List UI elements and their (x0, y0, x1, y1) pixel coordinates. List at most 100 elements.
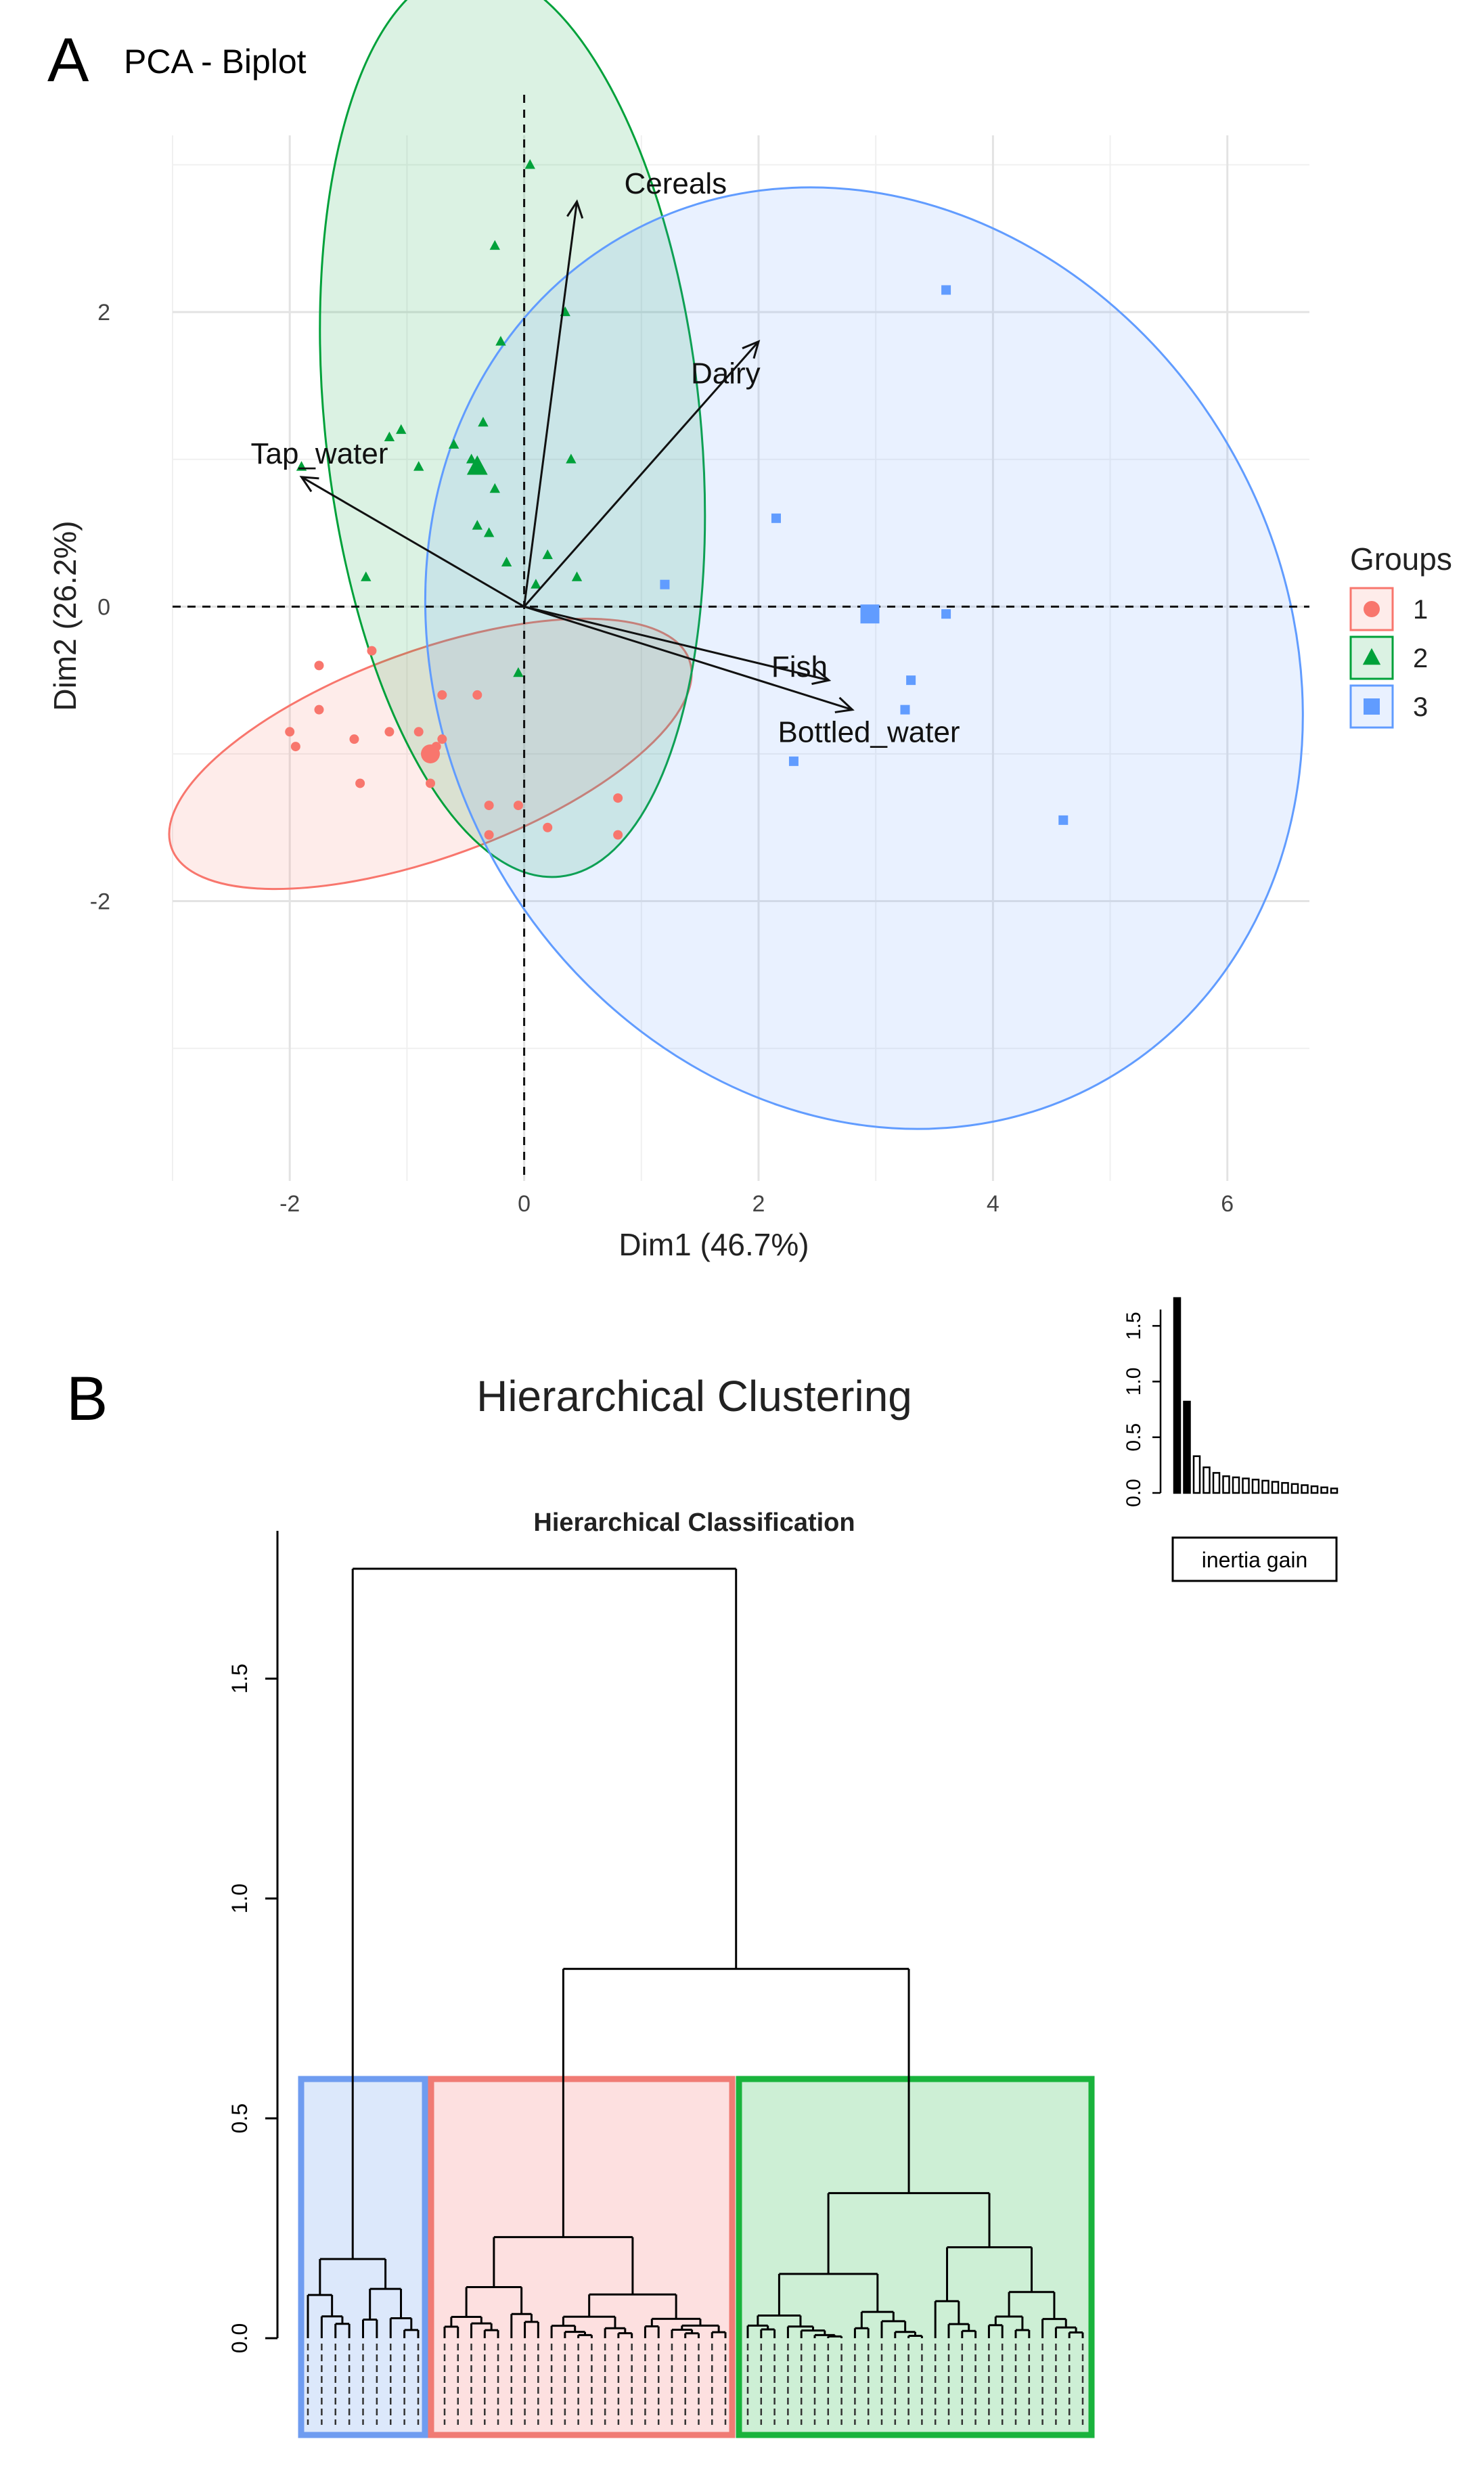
dendro-tick-label: 1.0 (227, 1883, 252, 1913)
data-point-group-3 (771, 513, 781, 523)
arrow-head (834, 696, 855, 713)
centroid-group-2 (466, 455, 488, 475)
data-point-group-1 (613, 830, 623, 840)
y-tick-label: 0 (97, 594, 110, 620)
arrow-head (811, 668, 832, 686)
data-point-group-2 (483, 527, 495, 537)
inertia-bar (1330, 1488, 1339, 1494)
loading-arrow-bottled-water (524, 605, 853, 711)
data-point-group-1 (437, 690, 447, 700)
data-point-group-3 (900, 705, 910, 715)
inertia-bar (1301, 1484, 1309, 1494)
inset-tick-label: 1.5 (1123, 1312, 1145, 1340)
dendro-tick-label: 0.0 (227, 2323, 252, 2353)
pca-arrows: Cereals Dairy Tap_water Fish Bottled_water (251, 167, 960, 749)
cluster-box-3 (736, 2076, 1095, 2438)
x-tick-label: 6 (1221, 1191, 1234, 1217)
variable-label-fish: Fish (771, 650, 828, 684)
x-tick-label: 0 (518, 1191, 531, 1217)
cluster-box-1 (298, 2076, 428, 2438)
loading-arrow-cereals (523, 201, 579, 607)
panel-b: B Hierarchical Clustering Hierarchical C… (66, 1297, 1339, 2438)
data-point-group-2 (361, 571, 372, 581)
inset-bars (1173, 1297, 1339, 1494)
inertia-bar (1310, 1485, 1319, 1494)
legend-key-box-3 (1349, 684, 1394, 729)
data-point-group-2 (478, 416, 489, 427)
dendrogram-leaf-labels (307, 2344, 1084, 2425)
data-point-group-2 (524, 159, 535, 169)
data-point-group-1 (349, 734, 359, 744)
data-point-group-2 (513, 667, 524, 677)
data-point-group-1 (472, 690, 482, 700)
data-point-group-2 (542, 549, 553, 560)
data-point-group-3 (660, 579, 670, 589)
data-point-group-1 (285, 727, 295, 737)
arrow-head (566, 199, 584, 219)
data-point-group-3 (941, 285, 951, 295)
dendro-tick-label: 0.5 (227, 2103, 252, 2133)
inset-tick-label: 0.5 (1123, 1423, 1145, 1452)
data-point-group-2 (566, 453, 577, 464)
inertia-bar (1320, 1486, 1328, 1494)
data-point-group-2 (296, 461, 307, 471)
panel-b-letter: B (66, 1364, 108, 1433)
data-point-group-1 (426, 778, 436, 788)
inertia-bar (1202, 1466, 1211, 1494)
data-point-group-3 (1058, 815, 1069, 825)
pca-legend: Groups 1 2 3 (1349, 541, 1452, 729)
legend-label-2: 2 (1413, 644, 1428, 673)
data-point-group-1 (437, 734, 447, 744)
inset-tick-label: 1.0 (1123, 1368, 1145, 1396)
legend-label-1: 1 (1413, 595, 1428, 625)
panel-b-title: Hierarchical Clustering (476, 1372, 912, 1421)
data-point-group-3 (906, 675, 916, 686)
dendro-tick-label: 1.5 (227, 1663, 252, 1693)
data-point-group-2 (413, 461, 424, 471)
data-point-group-1 (314, 661, 324, 671)
data-point-group-2 (466, 453, 477, 464)
data-point-group-2 (448, 439, 459, 449)
legend-title: Groups (1350, 541, 1452, 577)
centroid-group-1 (421, 744, 441, 763)
inertia-bar (1271, 1481, 1280, 1494)
pca-zero-lines (173, 95, 1309, 1181)
variable-label-dairy: Dairy (691, 357, 761, 390)
pca-y-ticks: 2 0 -2 (90, 300, 110, 914)
inertia-bar (1192, 1455, 1201, 1494)
confidence-ellipse-group-3 (424, 186, 1304, 1130)
data-point-group-1 (290, 742, 300, 752)
confidence-ellipse-group-2 (319, 0, 706, 878)
dendrogram-y-axis: 0.0 0.5 1.0 1.5 (227, 1531, 279, 2353)
loading-arrow-fish (524, 605, 830, 681)
x-tick-label: -2 (279, 1191, 300, 1217)
data-point-group-1 (384, 727, 395, 737)
inertia-inset: 0.0 0.5 1.0 1.5 inertia gain (1123, 1297, 1339, 1582)
panel-b-subtitle: Hierarchical Classification (533, 1508, 855, 1537)
data-point-group-1 (613, 793, 623, 803)
pca-x-axis-label: Dim1 (46.7%) (619, 1227, 809, 1262)
variable-label-tap-water: Tap_water (251, 437, 388, 470)
arrow-head (742, 340, 761, 359)
variable-label-cereals: Cereals (625, 167, 727, 200)
inertia-bar (1173, 1297, 1182, 1494)
legend-label-3: 3 (1413, 692, 1428, 722)
panel-a-title: PCA - Biplot (124, 43, 307, 81)
data-point-group-1 (484, 830, 494, 840)
inset-tick-label: 0.0 (1123, 1479, 1145, 1507)
data-point-group-3 (941, 609, 951, 619)
data-point-group-1 (513, 801, 523, 811)
cluster-box-2 (428, 2076, 736, 2438)
legend-key-symbol-1 (1364, 601, 1380, 617)
legend-keys: 1 2 3 (1349, 587, 1428, 729)
inertia-bar (1261, 1479, 1269, 1494)
arrow-head (299, 476, 319, 493)
data-point-group-1 (314, 705, 324, 715)
pca-ellipses (168, 0, 1304, 1130)
x-tick-label: 4 (987, 1191, 999, 1217)
loading-arrow-dairy (523, 340, 760, 608)
inset-legend-box (1171, 1536, 1338, 1582)
variable-label-bottled-water: Bottled_water (778, 716, 960, 749)
data-point-group-1 (484, 801, 494, 811)
data-point-group-2 (571, 571, 583, 581)
